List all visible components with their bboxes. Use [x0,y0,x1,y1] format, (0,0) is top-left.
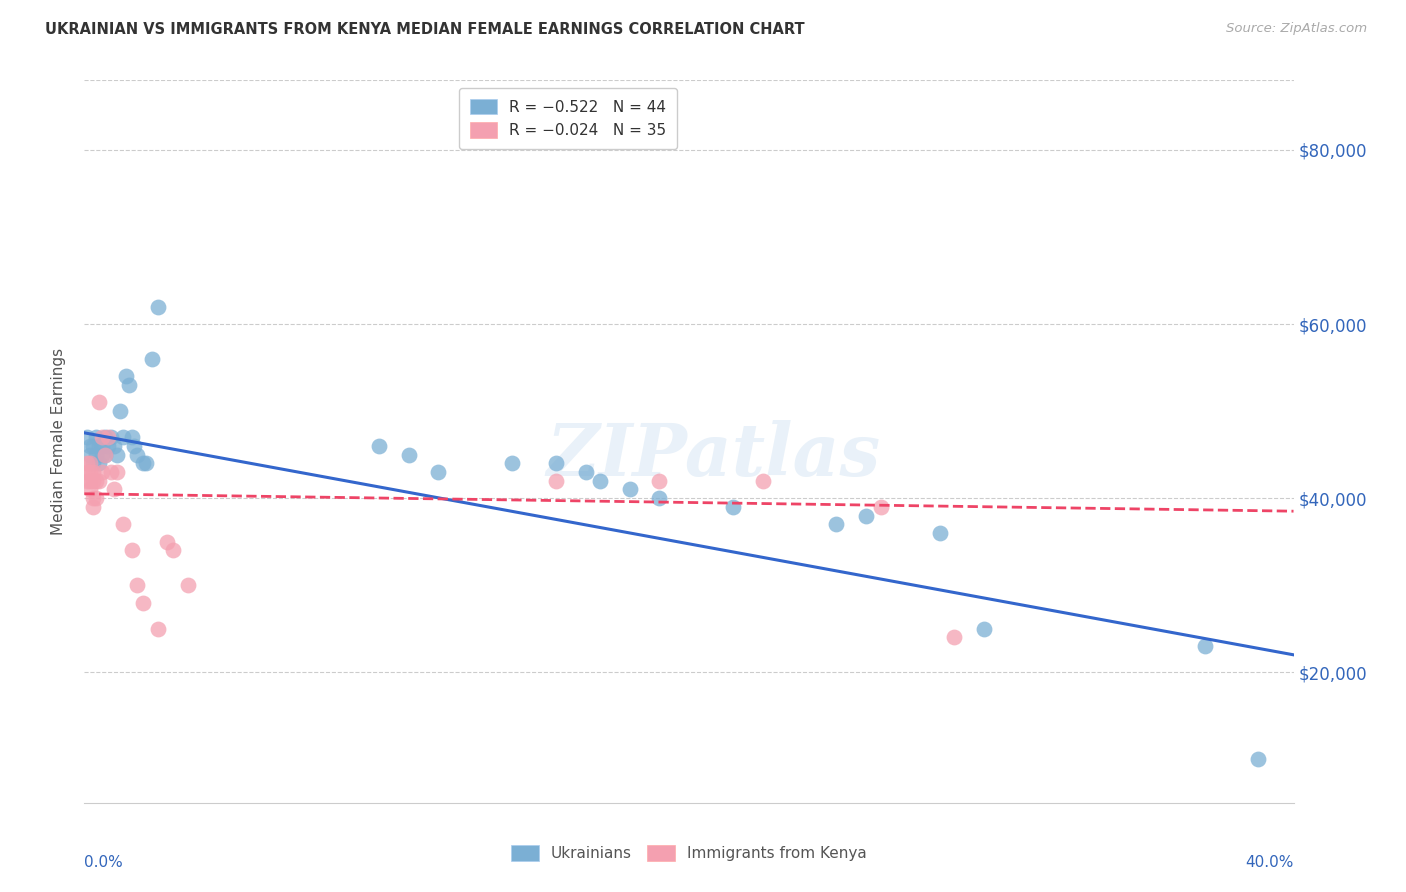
Point [1247,752,1270,766]
Text: Source: ZipAtlas.com: Source: ZipAtlas.com [1226,22,1367,36]
Point [146,622,169,636]
Point [398,448,420,462]
Point [111,430,134,444]
Point [87,456,110,470]
Point [589,474,612,488]
Text: UKRAINIAN VS IMMIGRANTS FROM KENYA MEDIAN FEMALE EARNINGS CORRELATION CHART: UKRAINIAN VS IMMIGRANTS FROM KENYA MEDIA… [45,22,804,37]
Point [79,474,101,488]
Point [928,525,950,540]
Point [124,439,146,453]
Point [97,430,120,444]
Point [619,483,641,497]
Point [79,439,101,453]
Point [869,500,891,514]
Point [1194,639,1216,653]
Point [135,456,157,470]
Point [648,491,671,505]
Point [79,456,101,470]
Text: 40.0%: 40.0% [1246,855,1294,870]
Point [87,474,110,488]
Point [132,456,155,470]
Point [84,448,107,462]
Point [103,439,125,453]
Point [91,448,114,462]
Point [111,517,134,532]
Point [127,578,149,592]
Point [105,448,128,462]
Point [97,439,120,453]
Point [94,430,117,444]
Point [146,300,169,314]
Point [114,369,136,384]
Point [76,465,98,479]
Point [87,439,110,453]
Point [82,474,104,488]
Point [82,500,104,514]
Point [79,448,101,462]
Point [84,474,107,488]
Point [103,483,125,497]
Point [84,430,107,444]
Point [94,448,117,462]
Point [79,483,101,497]
Point [127,448,149,462]
Point [751,474,773,488]
Point [76,474,98,488]
Point [82,491,104,505]
Point [105,465,128,479]
Point [121,543,143,558]
Point [84,491,107,505]
Point [162,543,184,558]
Point [91,439,114,453]
Point [121,430,143,444]
Point [82,439,104,453]
Point [82,465,104,479]
Point [79,465,101,479]
Point [546,474,568,488]
Point [76,430,98,444]
Point [91,430,114,444]
Point [100,465,122,479]
Point [575,465,598,479]
Y-axis label: Median Female Earnings: Median Female Earnings [51,348,66,535]
Point [721,500,744,514]
Point [825,517,848,532]
Point [108,404,131,418]
Point [943,631,966,645]
Point [141,351,163,366]
Point [94,448,117,462]
Point [76,456,98,470]
Point [117,378,139,392]
Point [855,508,877,523]
Point [176,578,198,592]
Text: ZIPatlas: ZIPatlas [546,420,880,491]
Point [427,465,450,479]
Point [132,596,155,610]
Point [82,456,104,470]
Point [87,395,110,409]
Point [501,456,523,470]
Point [648,474,671,488]
Point [546,456,568,470]
Point [368,439,391,453]
Point [973,622,995,636]
Point [100,430,122,444]
Text: 0.0%: 0.0% [84,855,124,870]
Legend: Ukrainians, Immigrants from Kenya: Ukrainians, Immigrants from Kenya [505,839,873,867]
Point [156,534,179,549]
Point [91,465,114,479]
